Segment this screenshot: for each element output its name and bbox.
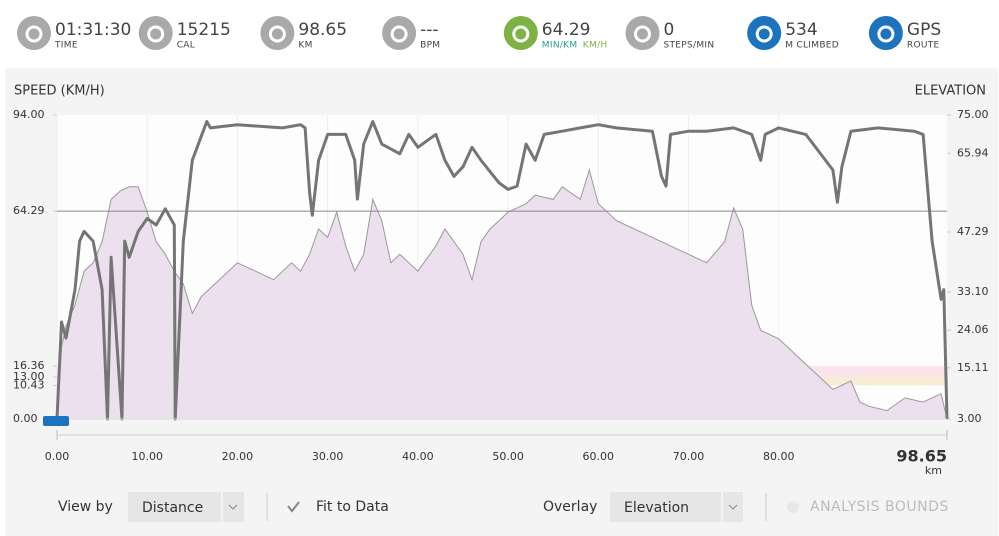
y2-tick-label: 65.94 — [957, 146, 989, 159]
stat-icon — [625, 16, 660, 50]
bounds-label[interactable]: ANALYSIS BOUNDS — [810, 499, 949, 515]
stat-icon-glyph — [755, 25, 773, 43]
chart: 0.00 10.00 20.00 30.00 40.00 50.00 60.00 70.00 8… — [13, 108, 989, 463]
x-tick-label: 20.00 — [222, 450, 254, 463]
stat-value: 15215 — [177, 20, 231, 40]
stat-label: KM/H — [583, 41, 608, 51]
x-tick-label: 30.00 — [312, 450, 344, 463]
x-tick-label: 40.00 — [402, 450, 434, 463]
y2-tick-label: 47.29 — [957, 225, 989, 238]
overlay-value: Elevation — [624, 500, 689, 516]
stat-icon — [503, 16, 538, 50]
y-tick-label: 16.36 — [13, 359, 45, 372]
dropdown-arrow — [728, 504, 738, 510]
stat-label: BPM — [420, 41, 440, 51]
y-tick-label: 10.43 — [13, 378, 45, 391]
y-tick-label: 94.00 — [13, 108, 45, 121]
fit-label: Fit to Data — [316, 499, 389, 515]
stat-icon — [138, 16, 173, 50]
stat-label: KM — [298, 41, 312, 51]
view-by-label: View by — [58, 499, 113, 515]
stat-label: STEPS/MIN — [664, 41, 715, 51]
y-tick-label: 13.00 — [13, 370, 45, 383]
stat-icon-glyph — [268, 25, 286, 43]
view-dropdown[interactable] — [128, 492, 244, 522]
stat-value: 98.65 — [298, 20, 347, 40]
y2-axis-title: ELEVATION — [915, 84, 986, 99]
stat-value: --- — [420, 20, 438, 40]
view-value: Distance — [142, 500, 203, 516]
stat-value: 64.29 — [542, 20, 591, 40]
stat-label: TIME — [54, 41, 78, 51]
elevation-area — [56, 168, 948, 420]
stat-icon — [260, 16, 295, 50]
stat-icon-glyph — [512, 25, 530, 43]
y-tick-label: 64.29 — [13, 204, 45, 217]
stat-label: CAL — [177, 41, 195, 51]
overlay-label: Overlay — [543, 499, 597, 515]
slider-thumb[interactable] — [43, 416, 69, 426]
stat-icon-glyph — [147, 25, 165, 43]
x-tick-label: 50.00 — [492, 450, 524, 463]
y2-tick-label: 24.06 — [957, 323, 989, 336]
y2-tick-label: 33.10 — [957, 285, 989, 298]
stat-icon-glyph — [634, 25, 651, 43]
stat-icon — [382, 16, 417, 50]
stat-value: 0 — [664, 20, 675, 40]
stat-value: 01:31:30 — [55, 20, 131, 40]
overlay-dropdown[interactable] — [610, 492, 743, 522]
stat-icon — [17, 16, 51, 50]
y-axis-title: SPEED (KM/H) — [14, 84, 105, 99]
stat-label: MIN/KM — [542, 41, 578, 51]
speed-line — [55, 120, 949, 421]
x-tick-label: 60.00 — [583, 450, 615, 463]
y2-tick-label: 3.00 — [957, 412, 982, 425]
stat-icon-glyph — [877, 25, 895, 43]
y-tick-label: 0.00 — [13, 412, 38, 425]
x-tick-label: 80.00 — [763, 450, 795, 463]
x-tick-label: 0.00 — [45, 450, 70, 463]
x-end-label: 98.65 — [896, 447, 947, 466]
checkbox[interactable] — [287, 501, 300, 513]
x-tick-label: 70.00 — [673, 450, 705, 463]
y2-tick-label: 15.11 — [957, 361, 989, 374]
stat-icon-glyph — [390, 25, 408, 43]
stat-value: 534 — [785, 20, 817, 40]
stat-icon — [747, 16, 782, 50]
stat-icon — [868, 16, 903, 50]
stat-icon-glyph — [25, 25, 43, 43]
dropdown-arrow — [228, 504, 238, 510]
bounds-toggle[interactable] — [787, 501, 799, 513]
y2-tick-label: 75.00 — [957, 108, 989, 121]
stat-label: ROUTE — [907, 41, 940, 51]
x-tick-label: 10.00 — [131, 450, 163, 463]
stat-label: M CLIMBED — [785, 41, 839, 51]
x-unit: km — [925, 464, 942, 477]
stat-value: GPS — [907, 20, 941, 40]
